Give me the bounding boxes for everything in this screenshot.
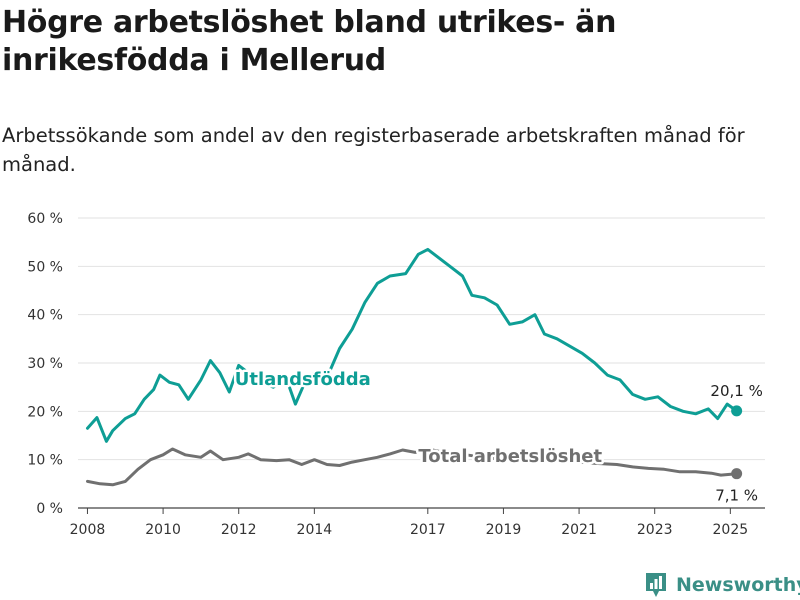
series-lines xyxy=(86,247,743,487)
utlandsfodda-end-marker xyxy=(731,405,743,417)
utlandsfodda-line xyxy=(86,247,739,443)
newsworthy-logo-icon xyxy=(646,573,666,597)
x-tick-label: 2019 xyxy=(486,522,522,538)
y-tick-label: 20 % xyxy=(27,404,63,420)
total-end-label: 7,1 % xyxy=(715,487,758,505)
brand-name: Newsworthy xyxy=(676,574,800,596)
utlandsfodda-series-label: Utlandsfödda xyxy=(235,369,371,390)
x-tick-label: 2021 xyxy=(561,522,597,538)
newsworthy-brand: Newsworthy xyxy=(644,570,800,600)
y-tick-label: 10 % xyxy=(27,453,63,469)
chart-subtitle: Arbetssökande som andel av den registerb… xyxy=(2,124,745,176)
y-tick-label: 50 % xyxy=(27,259,63,275)
y-axis-tick-labels: 0 % 10 % 20 % 30 % 40 % 50 % 60 % xyxy=(27,211,63,517)
x-tick-label: 2014 xyxy=(297,522,333,538)
total-end-marker xyxy=(731,468,743,480)
total-series-label: Total arbetslöshet xyxy=(418,446,602,467)
chart-title: Högre arbetslöshet bland utrikes- än inr… xyxy=(2,5,617,78)
utlandsfodda-end-label: 20,1 % xyxy=(710,382,762,400)
total-line xyxy=(86,447,739,487)
y-tick-label: 0 % xyxy=(36,501,63,517)
gridlines xyxy=(78,217,765,461)
y-tick-label: 60 % xyxy=(27,211,63,227)
x-tick-label: 2023 xyxy=(637,522,673,538)
x-tick-label: 2025 xyxy=(713,522,749,538)
x-tick-label: 2017 xyxy=(410,522,446,538)
y-tick-label: 30 % xyxy=(27,356,63,372)
y-tick-label: 40 % xyxy=(27,308,63,324)
series-labels: Utlandsfödda Total arbetslöshet 20,1 % 7,1 … xyxy=(232,366,763,505)
x-tick-label: 2008 xyxy=(70,522,106,538)
x-axis: 2008 2010 2012 2014 2017 2019 2021 2023 2025 xyxy=(70,507,765,538)
x-tick-label: 2012 xyxy=(221,522,257,538)
x-tick-label: 2010 xyxy=(145,522,181,538)
